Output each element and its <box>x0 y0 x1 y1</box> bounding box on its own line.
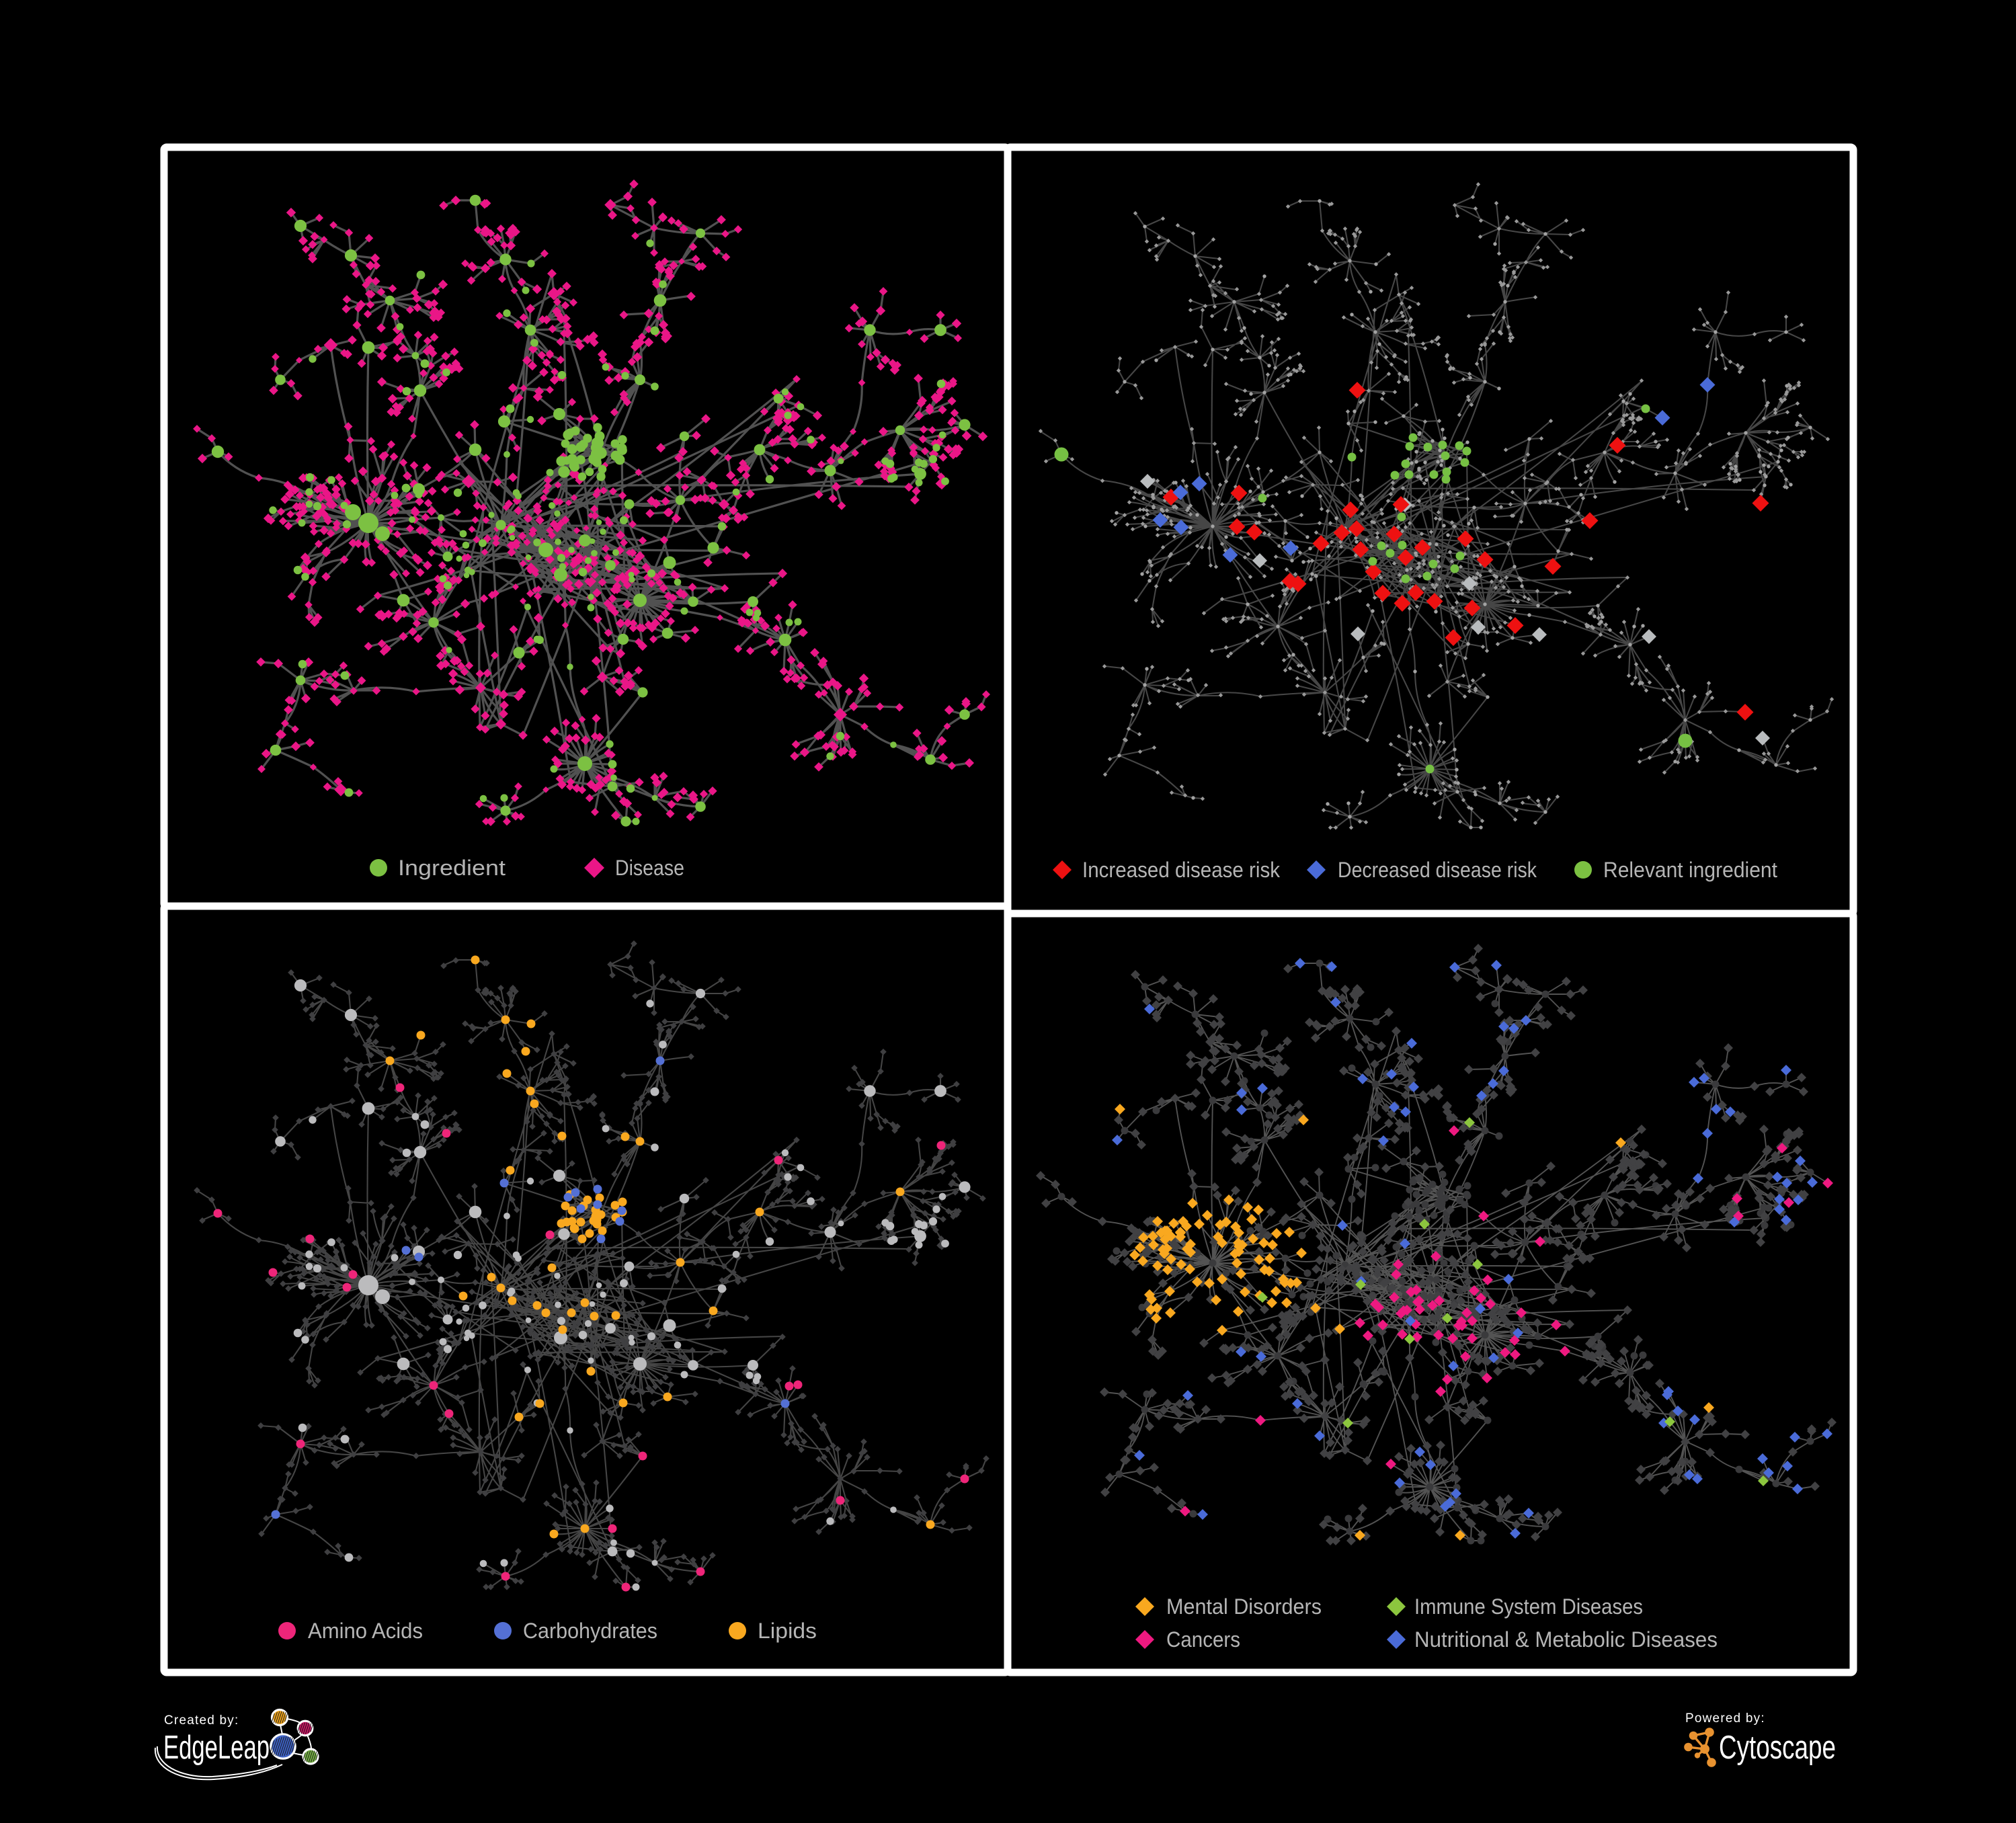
svg-text:Ingredient: Ingredient <box>398 856 506 880</box>
svg-text:Mental Disorders: Mental Disorders <box>1166 1594 1322 1619</box>
svg-text:Decreased disease risk: Decreased disease risk <box>1338 858 1537 882</box>
svg-text:Carbohydrates: Carbohydrates <box>523 1619 657 1643</box>
svg-text:Nutritional & Metabolic Diseas: Nutritional & Metabolic Diseases <box>1414 1627 1718 1652</box>
svg-text:Lipids: Lipids <box>758 1619 817 1643</box>
svg-text:Created by:: Created by: <box>164 1713 239 1728</box>
svg-text:Immune System Diseases: Immune System Diseases <box>1414 1594 1643 1619</box>
svg-text:Cytoscape: Cytoscape <box>1719 1730 1836 1766</box>
svg-text:EdgeLeap: EdgeLeap <box>163 1730 270 1766</box>
svg-text:Amino Acids: Amino Acids <box>308 1619 423 1643</box>
svg-text:Relevant ingredient: Relevant ingredient <box>1603 858 1777 882</box>
svg-text:Increased disease risk: Increased disease risk <box>1082 858 1281 882</box>
svg-text:Cancers: Cancers <box>1166 1627 1240 1652</box>
svg-text:Powered by:: Powered by: <box>1685 1711 1765 1726</box>
svg-text:Disease: Disease <box>615 856 684 880</box>
